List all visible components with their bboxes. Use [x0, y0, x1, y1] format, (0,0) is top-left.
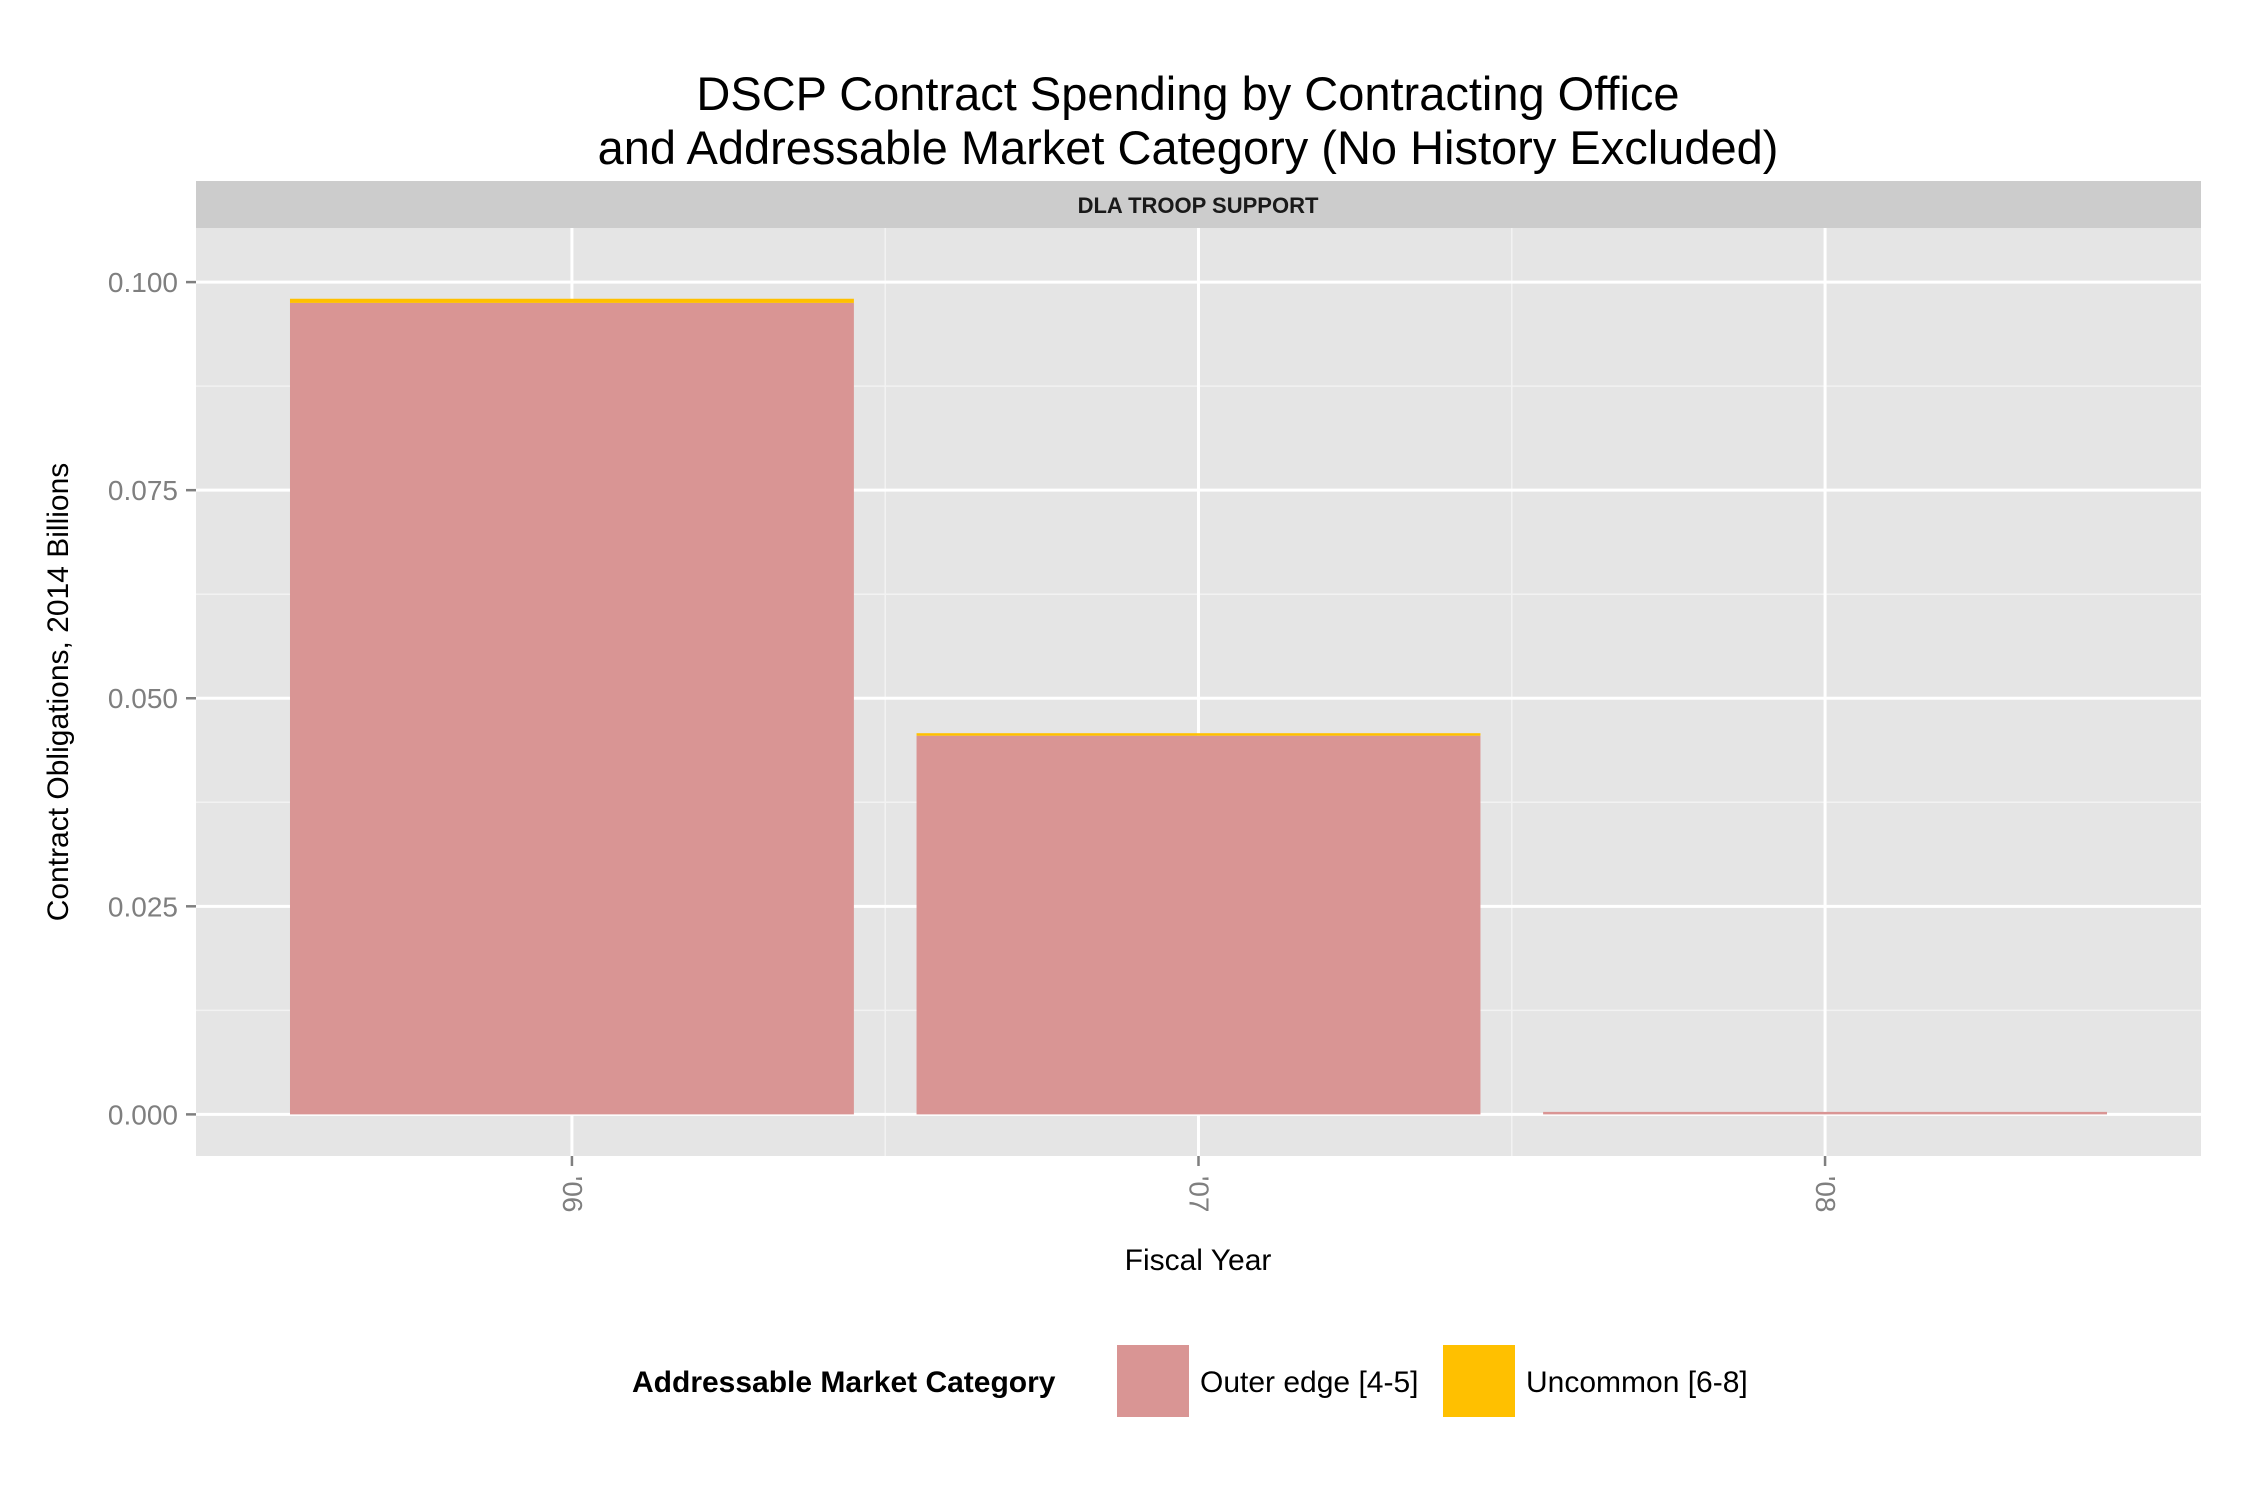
x-tick-label: '08: [1810, 1176, 1841, 1213]
legend-label-uncommon: Uncommon [6-8]: [1526, 1366, 1748, 1399]
bar-uncommon: [916, 733, 1481, 736]
x-axis: '06 '07 '08: [557, 1156, 1841, 1213]
legend-key-outer-edge: [1117, 1345, 1189, 1417]
chart-title-line2: and Addressable Market Category (No Hist…: [598, 121, 1779, 174]
legend: Addressable Market Category Outer edge […: [632, 1345, 1748, 1417]
y-axis: 0.000 0.025 0.050 0.075 0.100: [108, 267, 196, 1130]
x-tick-label: '07: [1184, 1176, 1215, 1213]
y-tick-label: 0.000: [108, 1099, 178, 1130]
bar-uncommon: [289, 298, 854, 303]
legend-key-uncommon: [1443, 1345, 1515, 1417]
facet-strip: [196, 181, 2201, 228]
chart-title-line1: DSCP Contract Spending by Contracting Of…: [696, 67, 1679, 120]
bar-outer-edge: [289, 302, 854, 1115]
x-tick-label: '06: [557, 1176, 588, 1213]
y-tick-label: 0.075: [108, 475, 178, 506]
bars: [289, 298, 2108, 1115]
y-tick-label: 0.100: [108, 267, 178, 298]
y-tick-label: 0.050: [108, 683, 178, 714]
legend-title: Addressable Market Category: [632, 1366, 1056, 1399]
y-axis-label: Contract Obligations, 2014 Billions: [42, 463, 75, 922]
y-tick-label: 0.025: [108, 891, 178, 922]
bar-outer-edge: [1543, 1111, 2108, 1115]
facet-label: DLA TROOP SUPPORT: [1078, 193, 1319, 218]
legend-label-outer-edge: Outer edge [4-5]: [1200, 1366, 1418, 1399]
bar-outer-edge: [916, 735, 1481, 1115]
x-axis-label: Fiscal Year: [1125, 1244, 1272, 1277]
